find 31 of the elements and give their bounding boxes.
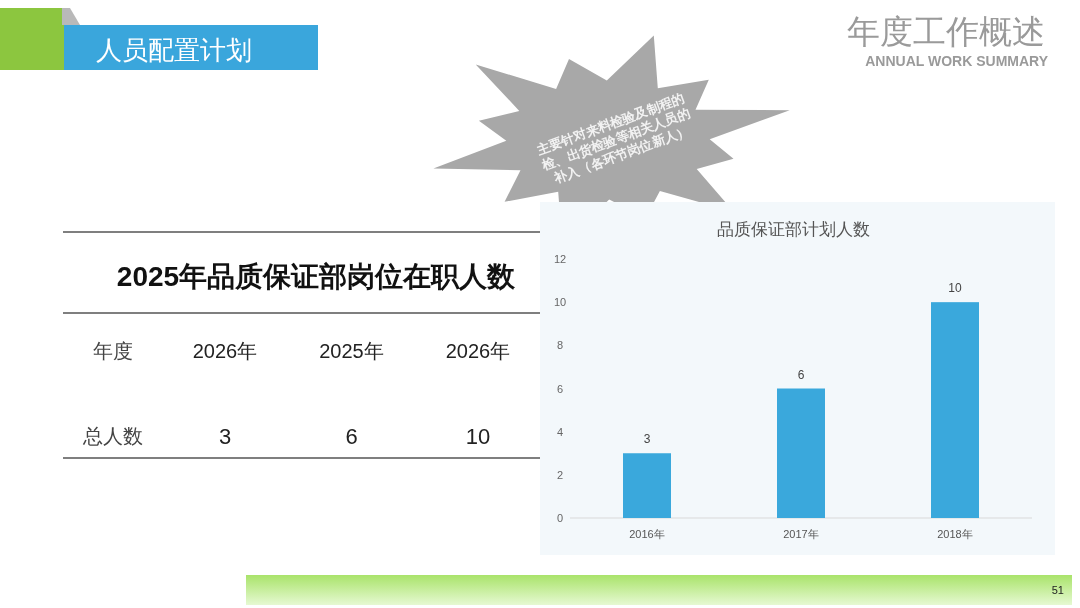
bar [777, 388, 825, 518]
data-label: 3 [643, 432, 651, 447]
data-label: 10 [465, 424, 491, 449]
text: 总人数 [82, 425, 143, 447]
y-tick-label: 8 [556, 339, 564, 352]
chart-title: 品质保证部计划人数 [716, 220, 870, 239]
data-label: 6 [345, 424, 358, 449]
y-tick-label: 6 [556, 382, 564, 395]
data-label: 6 [797, 367, 805, 382]
x-tick-label: 2017年 [783, 528, 819, 540]
x-tick-label: 2016年 [629, 528, 665, 540]
category-label: 2025年 [319, 340, 384, 362]
bar [623, 453, 671, 518]
data-label: 3 [218, 424, 232, 449]
text: 人员配置计划 [96, 35, 252, 65]
bar [931, 302, 979, 518]
category-label: 2026年 [192, 340, 258, 362]
text: 51 [1051, 584, 1064, 596]
text: 年度 [93, 340, 133, 362]
data-label: 10 [948, 281, 962, 296]
text: 2025年品质保证部岗位在职人数 [116, 261, 517, 292]
category-label: 2026年 [445, 340, 511, 362]
y-tick-label: 12 [553, 253, 567, 265]
y-tick-label: 4 [556, 425, 564, 438]
y-tick-label: 2 [556, 468, 564, 481]
y-tick-label: 10 [553, 296, 567, 309]
text: 年度工作概述 [847, 13, 1045, 50]
y-tick-label: 0 [556, 512, 564, 524]
text: 主要针对来料检验及制程的检、出货检验等相关人员的补入（各环节岗位新人） [533, 90, 692, 187]
x-tick-label: 2018年 [937, 528, 973, 540]
text: ANNUAL WORK SUMMARY [865, 53, 1049, 69]
